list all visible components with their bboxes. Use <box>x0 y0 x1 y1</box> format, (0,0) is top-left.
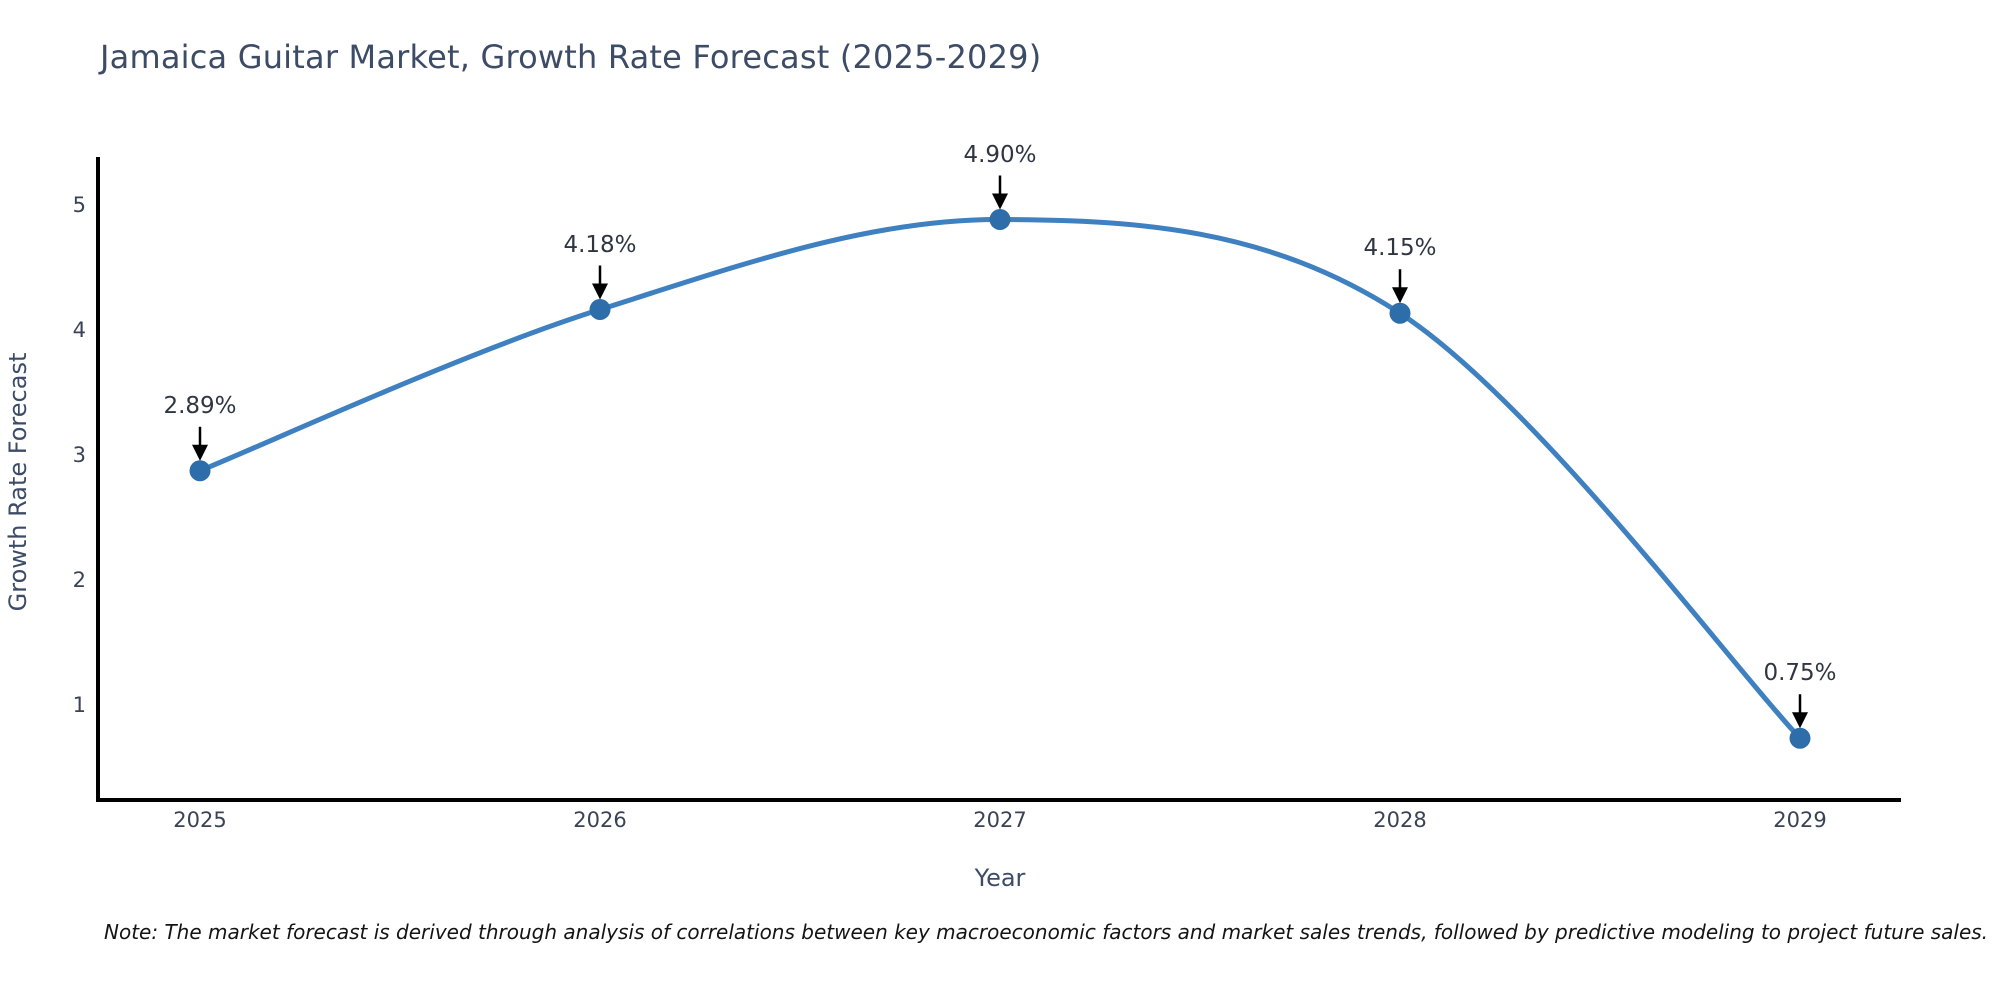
chart-footnote: Note: The market forecast is derived thr… <box>104 920 1989 944</box>
y-tick-label: 2 <box>72 568 86 592</box>
annotation-arrow-head <box>592 283 608 300</box>
y-tick-label: 4 <box>72 318 86 342</box>
data-point-marker <box>589 299 611 320</box>
x-tick-label: 2026 <box>573 808 627 832</box>
x-tick-label: 2027 <box>973 808 1027 832</box>
chart-title: Jamaica Guitar Market, Growth Rate Forec… <box>100 38 1042 76</box>
data-point-label: 0.75% <box>1763 660 1837 687</box>
annotation-arrow-head <box>1392 287 1408 304</box>
y-axis-title: Growth Rate Forecast <box>4 352 32 612</box>
annotation-arrow-head <box>992 193 1008 210</box>
annotation-arrow-head <box>1792 712 1808 729</box>
data-point-marker <box>989 209 1011 230</box>
data-point-label: 4.15% <box>1363 235 1437 262</box>
x-tick-label: 2025 <box>173 808 227 832</box>
forecast-line <box>197 216 1803 741</box>
data-point-label: 4.90% <box>963 141 1037 168</box>
data-point-marker <box>1789 727 1811 749</box>
annotation-arrow-head <box>192 444 208 461</box>
data-point-marker <box>189 460 211 482</box>
data-point-label: 4.18% <box>563 231 637 258</box>
x-tick-label: 2028 <box>1373 808 1427 832</box>
y-tick-label: 3 <box>72 443 86 467</box>
data-point-marker <box>1389 302 1411 324</box>
y-tick-label: 1 <box>72 693 86 717</box>
x-tick-label: 2029 <box>1773 808 1827 832</box>
data-point-label: 2.89% <box>163 392 237 419</box>
x-axis-title: Year <box>974 864 1026 892</box>
y-tick-label: 5 <box>72 193 86 217</box>
